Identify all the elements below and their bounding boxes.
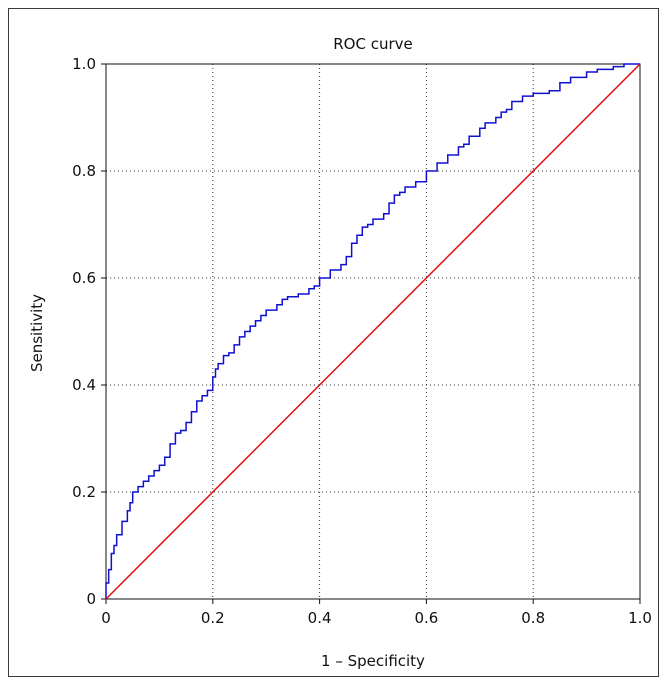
y-axis-label: Sensitivity bbox=[28, 294, 46, 372]
y-tick-label: 0.8 bbox=[72, 162, 96, 180]
x-tick-label: 0.2 bbox=[201, 609, 225, 627]
x-tick-label: 0.6 bbox=[414, 609, 438, 627]
x-tick-label: 0.8 bbox=[521, 609, 545, 627]
x-tick-label: 0.4 bbox=[308, 609, 332, 627]
reference-diagonal-line bbox=[105, 63, 641, 600]
y-tick-label: 0.2 bbox=[72, 483, 96, 501]
y-tick-label: 1.0 bbox=[72, 55, 96, 73]
plot-area bbox=[105, 63, 641, 600]
figure-frame bbox=[8, 8, 659, 677]
y-tick-label: 0 bbox=[86, 590, 96, 608]
series bbox=[105, 63, 641, 600]
chart-title: ROC curve bbox=[333, 35, 413, 53]
grid bbox=[106, 64, 640, 599]
x-tick-label: 1.0 bbox=[628, 609, 652, 627]
x-axis-label: 1 – Specificity bbox=[321, 652, 425, 670]
ticks: 0 0.2 0.4 0.6 0.8 1.0 0 0.2 0.4 0.6 0.8 1.0 bbox=[72, 55, 652, 627]
y-tick-label: 0.6 bbox=[72, 269, 96, 287]
x-tick-label: 0 bbox=[101, 609, 111, 627]
y-tick-label: 0.4 bbox=[72, 376, 96, 394]
roc-curve-line bbox=[105, 63, 640, 599]
